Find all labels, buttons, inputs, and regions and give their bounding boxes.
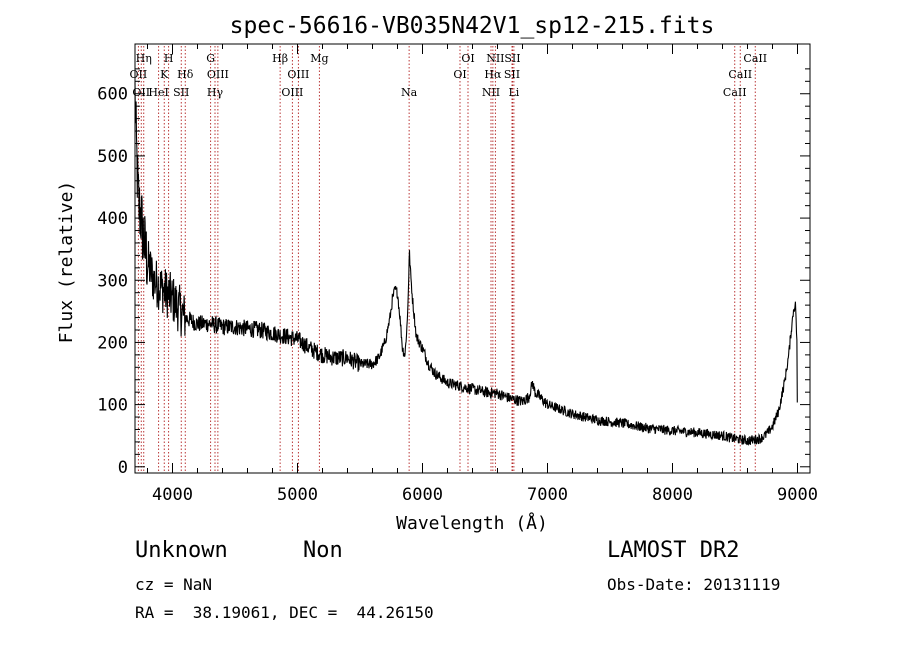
x-axis-ticks: 4000 5000 6000 7000 8000 9000 (147, 44, 818, 505)
y-tick-label: 0 (118, 458, 128, 478)
y-tick-label: 500 (97, 147, 128, 167)
y-tick-label: 100 (97, 396, 128, 416)
x-axis-label: Wavelength (Å) (396, 512, 548, 534)
coordinates: RA = 38.19061, DEC = 44.26150 (135, 603, 434, 622)
y-axis-ticks: 0 100 200 300 400 500 600 (97, 68, 810, 478)
line-marker-label: OII (130, 68, 148, 81)
line-marker-label: OII (132, 86, 150, 99)
x-tick-label: 7000 (527, 485, 568, 505)
y-tick-label: 200 (97, 333, 128, 353)
spectrum-line (134, 82, 798, 447)
line-marker-label: Li (508, 86, 519, 99)
object-class: Unknown (135, 538, 228, 563)
x-tick-label: 4000 (152, 485, 193, 505)
line-marker-label: OIII (287, 68, 309, 81)
line-marker-label: OIII (207, 68, 229, 81)
x-tick-label: 5000 (277, 485, 318, 505)
survey-name: LAMOST DR2 (607, 538, 740, 563)
y-tick-label: 400 (97, 209, 128, 229)
y-axis-label: Flux (relative) (56, 181, 77, 344)
x-tick-label: 6000 (402, 485, 443, 505)
redshift-value: cz = NaN (135, 575, 213, 594)
y-tick-label: 300 (97, 271, 128, 291)
line-marker-label: G (206, 52, 215, 65)
plot-frame (134, 43, 811, 474)
object-subclass: Non (303, 538, 343, 563)
line-marker-label: K (160, 68, 169, 81)
line-marker-label: CaII (723, 86, 747, 99)
line-marker-label: Na (401, 86, 418, 99)
line-marker-label: OI (461, 52, 474, 65)
line-marker-label: HeI (148, 86, 168, 99)
line-marker-label: Hδ (177, 68, 194, 81)
line-marker-label: NII (486, 52, 504, 65)
line-marker-label: Hα (484, 68, 502, 81)
line-marker-label: H (164, 52, 174, 65)
line-marker-label: Mg (310, 52, 328, 65)
line-marker-label: CaII (743, 52, 767, 65)
line-marker-labels: OIIOIIHηHeIKHSIIHδGHγOIIIHβOIIIOIIIMgNaO… (130, 52, 768, 99)
line-marker-label: SII (504, 68, 520, 81)
line-marker-label: SII (173, 86, 189, 99)
x-tick-label: 8000 (652, 485, 693, 505)
line-marker-label: OIII (281, 86, 303, 99)
line-marker-label: OI (453, 68, 466, 81)
line-markers (137, 46, 756, 473)
y-tick-label: 600 (97, 85, 128, 105)
line-marker-label: CaII (728, 68, 752, 81)
line-marker-label: Hη (136, 52, 152, 65)
x-tick-label: 9000 (777, 485, 818, 505)
line-marker-label: NII (482, 86, 500, 99)
line-marker-label: SII (504, 52, 520, 65)
line-marker-label: Hβ (272, 52, 288, 65)
observation-date: Obs-Date: 20131119 (607, 575, 781, 594)
chart-title: spec-56616-VB035N42V1_sp12-215.fits (230, 13, 715, 39)
line-marker-label: Hγ (207, 86, 224, 99)
